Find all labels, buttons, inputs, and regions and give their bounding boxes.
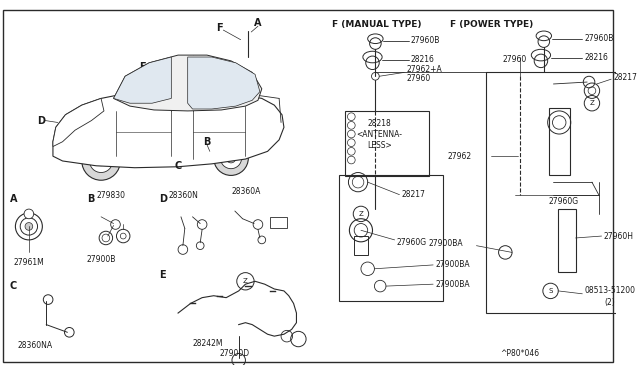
- Text: Z: Z: [243, 278, 248, 284]
- Circle shape: [99, 231, 113, 245]
- Text: 28360A: 28360A: [231, 187, 260, 196]
- Circle shape: [82, 142, 120, 180]
- Circle shape: [116, 229, 130, 243]
- Polygon shape: [113, 57, 172, 103]
- Text: C: C: [175, 161, 182, 171]
- Text: 27962+A: 27962+A: [406, 65, 442, 74]
- Circle shape: [96, 156, 106, 166]
- Ellipse shape: [531, 49, 550, 61]
- Circle shape: [214, 141, 248, 176]
- Text: 27960H: 27960H: [604, 231, 634, 241]
- Text: (2): (2): [604, 298, 615, 307]
- Polygon shape: [188, 57, 260, 109]
- Text: 08513-51200: 08513-51200: [584, 286, 636, 295]
- Text: <ANTENNA-: <ANTENNA-: [356, 131, 402, 140]
- Text: A: A: [10, 195, 17, 205]
- Circle shape: [44, 295, 53, 304]
- Text: 28216: 28216: [584, 54, 608, 62]
- Ellipse shape: [536, 31, 552, 41]
- Ellipse shape: [368, 34, 383, 44]
- Polygon shape: [53, 92, 284, 168]
- Text: ^P80*046: ^P80*046: [500, 349, 540, 358]
- Text: LESS>: LESS>: [367, 141, 392, 150]
- Bar: [548, 108, 570, 176]
- Circle shape: [102, 234, 109, 242]
- Circle shape: [24, 209, 34, 219]
- Bar: [269, 217, 287, 228]
- Text: 27960: 27960: [406, 74, 431, 83]
- Text: C: C: [10, 281, 17, 291]
- Text: F (MANUAL TYPE): F (MANUAL TYPE): [332, 20, 422, 29]
- Text: 279830: 279830: [96, 191, 125, 200]
- Text: 27900BA: 27900BA: [435, 260, 470, 269]
- Circle shape: [120, 233, 126, 239]
- Text: 27900BA: 27900BA: [428, 239, 463, 248]
- Text: F (POWER TYPE): F (POWER TYPE): [451, 20, 534, 29]
- Circle shape: [111, 220, 120, 229]
- Text: 27962: 27962: [447, 152, 472, 161]
- Text: Z: Z: [589, 100, 595, 106]
- Text: 28242M: 28242M: [193, 339, 223, 348]
- Text: 27960G: 27960G: [548, 197, 579, 206]
- Text: 27900B: 27900B: [86, 255, 116, 264]
- Circle shape: [220, 148, 241, 169]
- Bar: [344, 111, 429, 176]
- Bar: [558, 209, 575, 272]
- Text: 27960B: 27960B: [411, 36, 440, 45]
- Text: 27900D: 27900D: [220, 349, 250, 358]
- Text: 28216: 28216: [411, 55, 435, 64]
- Text: A: A: [254, 18, 262, 28]
- Text: 27900BA: 27900BA: [435, 280, 470, 289]
- Circle shape: [372, 73, 380, 80]
- Text: E: E: [159, 270, 166, 279]
- Text: Z: Z: [358, 211, 364, 217]
- Text: 27960G: 27960G: [397, 238, 427, 247]
- Text: D: D: [37, 116, 45, 125]
- Bar: [354, 236, 368, 255]
- Polygon shape: [113, 55, 262, 111]
- Bar: [486, 73, 626, 313]
- Polygon shape: [53, 99, 104, 147]
- Circle shape: [15, 213, 42, 240]
- Text: D: D: [159, 195, 167, 205]
- Circle shape: [20, 218, 38, 235]
- Text: S: S: [548, 288, 553, 294]
- Text: 28217: 28217: [613, 73, 637, 82]
- Circle shape: [25, 222, 33, 230]
- Circle shape: [226, 153, 236, 163]
- Text: B: B: [204, 137, 211, 147]
- Circle shape: [65, 327, 74, 337]
- Text: 28360NA: 28360NA: [17, 341, 52, 350]
- Text: F: F: [216, 23, 223, 33]
- Text: 28360N: 28360N: [168, 191, 198, 200]
- Ellipse shape: [363, 51, 382, 63]
- Text: 28217: 28217: [401, 190, 425, 199]
- Text: 27961M: 27961M: [13, 257, 44, 267]
- Bar: [339, 176, 443, 301]
- Text: B: B: [86, 195, 94, 205]
- Circle shape: [90, 150, 113, 173]
- Text: E: E: [139, 62, 146, 72]
- Text: 27960B: 27960B: [584, 34, 614, 43]
- Text: 28218: 28218: [367, 119, 391, 128]
- Text: 27960: 27960: [502, 55, 527, 64]
